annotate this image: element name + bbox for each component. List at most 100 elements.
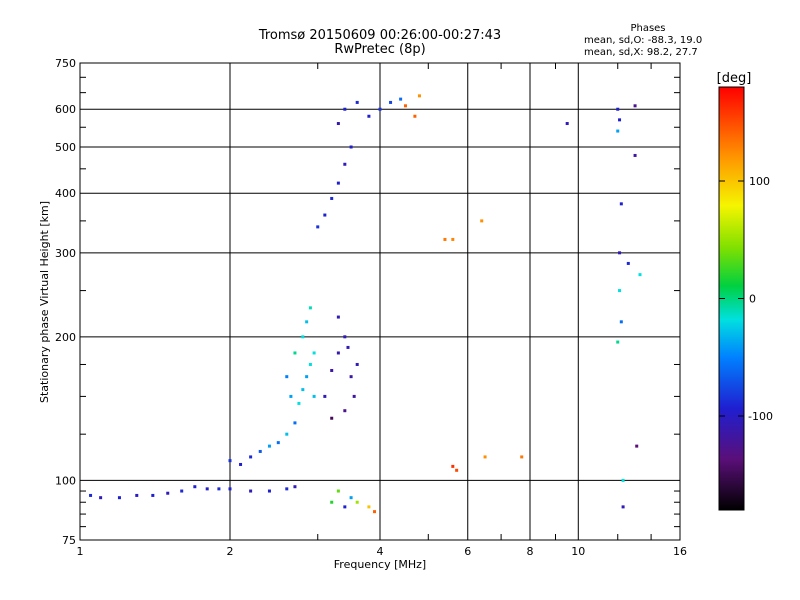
- y-ticks: 75 100 200 300 400 500 600 750: [55, 57, 680, 547]
- data-point: [343, 107, 347, 111]
- data-point: [305, 375, 309, 379]
- grid-lines: [80, 63, 680, 540]
- data-point: [389, 100, 393, 104]
- x-tick-label: 10: [571, 545, 585, 558]
- data-point: [626, 261, 630, 265]
- data-point: [373, 510, 377, 514]
- data-point: [616, 340, 620, 344]
- data-point: [228, 459, 232, 463]
- data-point: [308, 306, 312, 310]
- data-point: [403, 104, 407, 108]
- data-point: [451, 237, 455, 241]
- data-point: [483, 455, 487, 459]
- y-tick-label: 300: [55, 247, 76, 260]
- data-point: [330, 500, 334, 504]
- data-point: [480, 219, 484, 223]
- data-point: [323, 213, 327, 217]
- data-point: [330, 196, 334, 200]
- data-point: [267, 444, 271, 448]
- data-point: [316, 225, 320, 229]
- data-point: [336, 122, 340, 126]
- data-point: [343, 335, 347, 339]
- colorbar-label: [deg]: [717, 71, 752, 86]
- colorbar-tick-label: 100: [749, 175, 770, 188]
- legend-title: Phases: [630, 23, 665, 34]
- legend-line-x: mean, sd,X: 98.2, 27.7: [584, 47, 698, 58]
- data-point: [618, 289, 622, 293]
- data-point: [621, 505, 625, 509]
- data-point: [336, 315, 340, 319]
- data-point: [293, 485, 297, 489]
- data-point: [258, 449, 262, 453]
- data-point: [305, 320, 309, 324]
- data-point: [285, 375, 289, 379]
- data-point: [293, 351, 297, 355]
- y-tick-label: 750: [55, 57, 76, 70]
- x-tick-label: 8: [527, 545, 534, 558]
- data-point: [352, 394, 356, 398]
- data-point: [443, 237, 447, 241]
- data-point: [367, 505, 371, 509]
- data-point: [89, 493, 93, 497]
- plot-frame: [79, 62, 681, 541]
- y-tick-label: 600: [55, 103, 76, 116]
- data-point: [616, 107, 620, 111]
- data-point: [289, 394, 293, 398]
- y-tick-label: 400: [55, 187, 76, 200]
- data-point: [336, 351, 340, 355]
- data-point: [166, 491, 170, 495]
- data-point: [323, 394, 327, 398]
- data-point: [346, 345, 350, 349]
- data-point: [616, 129, 620, 133]
- y-tick-label: 75: [62, 534, 76, 547]
- data-point: [413, 114, 417, 118]
- data-point: [99, 496, 103, 500]
- data-point: [633, 153, 637, 157]
- data-point: [367, 114, 371, 118]
- data-point: [336, 489, 340, 493]
- data-point: [565, 122, 569, 126]
- data-point: [267, 489, 271, 493]
- x-tick-label: 2: [227, 545, 234, 558]
- data-point: [451, 464, 455, 468]
- data-point: [330, 368, 334, 372]
- data-point: [455, 468, 459, 472]
- data-point: [297, 401, 301, 405]
- y-tick-label: 500: [55, 141, 76, 154]
- data-point: [520, 455, 524, 459]
- data-point: [308, 362, 312, 366]
- x-tick-label: 1: [77, 545, 84, 558]
- data-point: [285, 432, 289, 436]
- data-point: [135, 493, 139, 497]
- data-point: [633, 104, 637, 108]
- data-point: [618, 251, 622, 255]
- data-point: [249, 489, 253, 493]
- data-point: [330, 416, 334, 420]
- data-points: [89, 94, 642, 514]
- data-point: [417, 94, 421, 98]
- data-point: [336, 181, 340, 185]
- data-point: [619, 320, 623, 324]
- data-point: [312, 351, 316, 355]
- data-point: [349, 496, 353, 500]
- colorbar-tick-label: 0: [749, 293, 756, 306]
- x-tick-label: 4: [377, 545, 384, 558]
- data-point: [349, 375, 353, 379]
- data-point: [228, 487, 232, 491]
- data-point: [619, 202, 623, 206]
- data-point: [217, 487, 221, 491]
- colorbar-ticks: 100 0 -100: [719, 175, 773, 423]
- data-point: [378, 107, 382, 111]
- data-point: [285, 487, 289, 491]
- y-tick-label: 100: [55, 474, 76, 487]
- data-point: [151, 493, 155, 497]
- legend-line-o: mean, sd,O: -88.3, 19.0: [584, 35, 702, 46]
- data-point: [618, 118, 622, 122]
- chart-title: Tromsø 20150609 00:26:00-00:27:43: [258, 28, 501, 43]
- chart-subtitle: RwPretec (8p): [334, 42, 425, 57]
- data-point: [355, 500, 359, 504]
- data-point: [355, 100, 359, 104]
- data-point: [205, 487, 209, 491]
- x-tick-label: 6: [464, 545, 471, 558]
